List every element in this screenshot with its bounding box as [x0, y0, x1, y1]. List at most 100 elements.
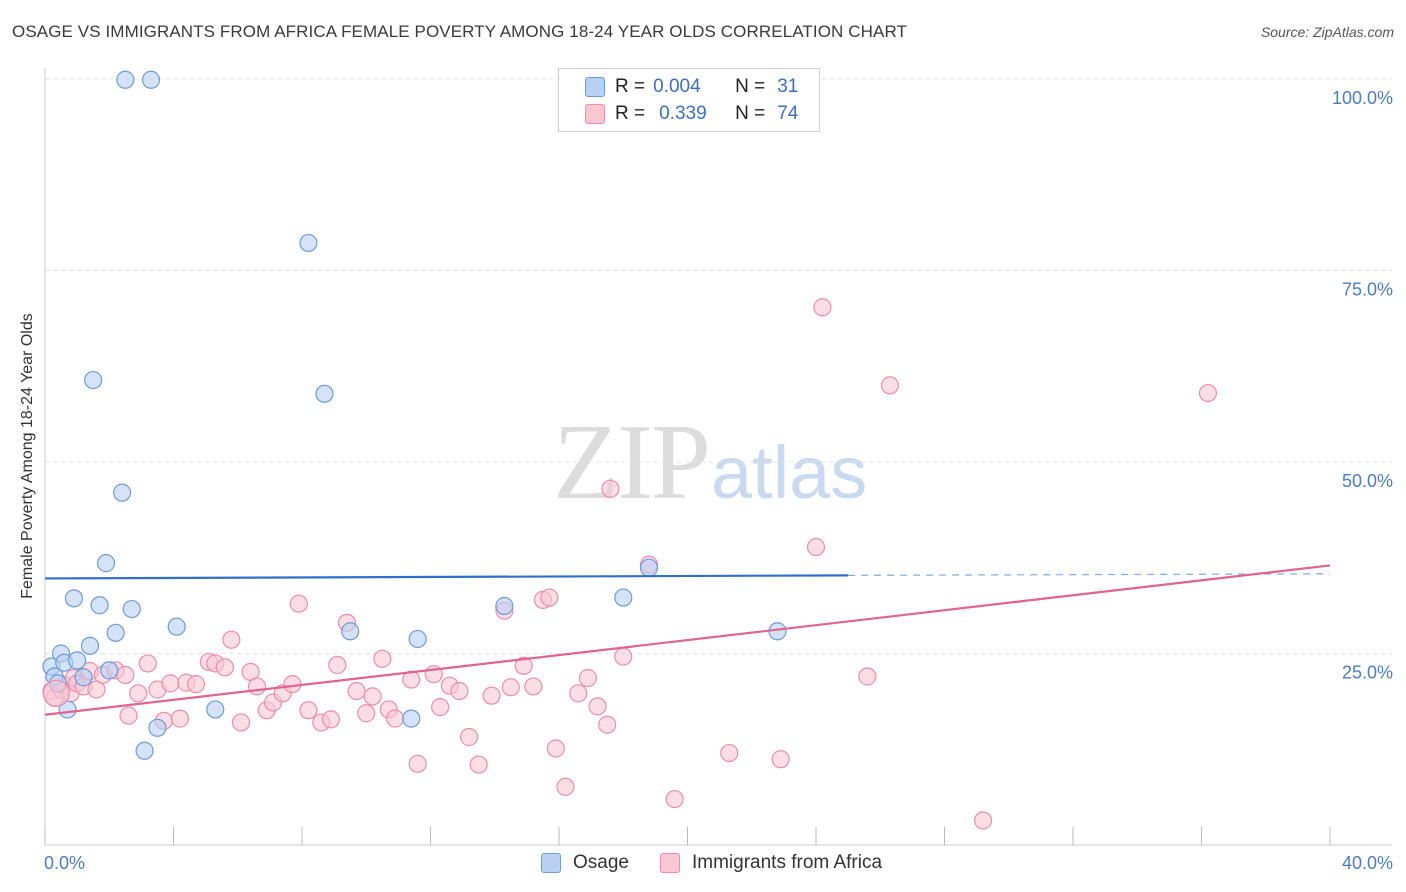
africa-point [138, 654, 157, 673]
legend-swatch-osage [585, 77, 605, 97]
osage-point [614, 588, 633, 607]
africa-point [386, 709, 405, 728]
grid-layer [45, 78, 1392, 654]
africa-point [501, 678, 520, 697]
africa-point [42, 679, 70, 707]
africa-point [665, 789, 684, 809]
africa-point [546, 739, 565, 758]
series-legend-africa[interactable]: Immigrants from Africa [660, 852, 882, 874]
osage-point [639, 558, 659, 577]
legend-r-label: R = [615, 76, 646, 97]
legend-r-value: 0.339 [659, 103, 707, 124]
africa-point [186, 675, 206, 694]
tick-label-layer: 25.0% 50.0% 75.0% 100.0% 0.0% 40.0% [44, 88, 1393, 873]
africa-point [771, 750, 790, 769]
osage-trend-extension [848, 573, 1331, 576]
series-legend-osage[interactable]: Osage [541, 852, 629, 874]
osage-point [341, 622, 360, 641]
series-legend: Osage Immigrants from Africa [0, 852, 1406, 878]
x-tick-label-min: 0.0% [44, 853, 85, 873]
legend-n-value: 74 [777, 103, 799, 124]
y-tick-label: 25.0% [1342, 663, 1393, 683]
africa-point [614, 647, 633, 666]
osage-point [64, 589, 84, 608]
y-tick-label: 75.0% [1342, 280, 1393, 300]
africa-point [1198, 383, 1218, 403]
osage-point [495, 596, 514, 616]
africa-point [215, 658, 234, 677]
osage-point [100, 661, 119, 680]
africa-point [858, 667, 877, 686]
africa-point [357, 704, 376, 723]
africa-point [450, 681, 469, 701]
legend-r-value: 0.004 [653, 76, 701, 97]
osage-point [141, 70, 161, 89]
source-label: Source: ZipAtlas.com [1260, 24, 1394, 40]
y-tick-label: 100.0% [1332, 88, 1393, 108]
point-layer [42, 70, 1218, 830]
africa-point [129, 684, 148, 703]
africa-point [482, 686, 501, 705]
africa-point [402, 670, 421, 689]
series-label-africa: Immigrants from Africa [692, 852, 883, 873]
legend-n-label: N = [735, 103, 766, 124]
series-label-osage: Osage [573, 852, 629, 873]
osage-point [299, 233, 318, 253]
chart-title: OSAGE VS IMMIGRANTS FROM AFRICA FEMALE P… [12, 22, 907, 41]
africa-point [973, 811, 993, 830]
osage-point [315, 384, 334, 403]
africa-point [231, 713, 251, 732]
osage-point [408, 629, 427, 649]
africa-point [813, 298, 832, 317]
osage-point [84, 370, 103, 390]
africa-point [598, 715, 617, 734]
africa-point [556, 777, 575, 796]
osage-point [112, 483, 132, 502]
y-tick-label: 50.0% [1342, 471, 1393, 491]
africa-point [514, 656, 533, 675]
legend-swatch-africa [585, 104, 605, 124]
legend-r-label: R = [615, 103, 646, 124]
africa-point [524, 677, 543, 696]
legend-row-osage: R = 0.004 N = 31 [585, 75, 798, 99]
series-swatch-africa [660, 853, 680, 873]
legend-row-africa: R = 0.339 N = 74 [585, 102, 798, 126]
osage-point [96, 554, 116, 573]
osage-point [74, 668, 93, 687]
africa-point [578, 668, 598, 688]
africa-point [431, 698, 450, 717]
africa-point [588, 697, 607, 716]
osage-point [167, 617, 186, 636]
osage-point [68, 651, 87, 670]
africa-point [880, 376, 899, 395]
africa-point [289, 594, 308, 613]
africa-point [469, 755, 488, 774]
africa-point [299, 701, 318, 720]
africa-point [373, 649, 392, 668]
legend-n-value: 31 [777, 76, 799, 97]
osage-trend-line [44, 574, 849, 580]
africa-point [363, 687, 382, 706]
africa-point [283, 675, 302, 694]
africa-point [569, 684, 588, 703]
africa-point [459, 727, 479, 747]
x-tick-label-max: 40.0% [1342, 853, 1393, 873]
legend-n-label: N = [735, 76, 766, 97]
africa-point [347, 681, 366, 701]
axis-layer [44, 68, 1392, 846]
africa-point [119, 706, 138, 725]
africa-point [161, 674, 180, 693]
africa-point [222, 630, 241, 649]
osage-point [116, 70, 135, 89]
osage-point [80, 636, 100, 655]
osage-point [148, 718, 167, 737]
osage-point [402, 709, 421, 728]
africa-point [540, 588, 559, 607]
africa-point [328, 655, 347, 675]
osage-point [106, 623, 125, 642]
series-swatch-osage [541, 853, 561, 873]
africa-point [321, 710, 341, 729]
africa-point [720, 743, 739, 763]
osage-point [135, 741, 154, 760]
